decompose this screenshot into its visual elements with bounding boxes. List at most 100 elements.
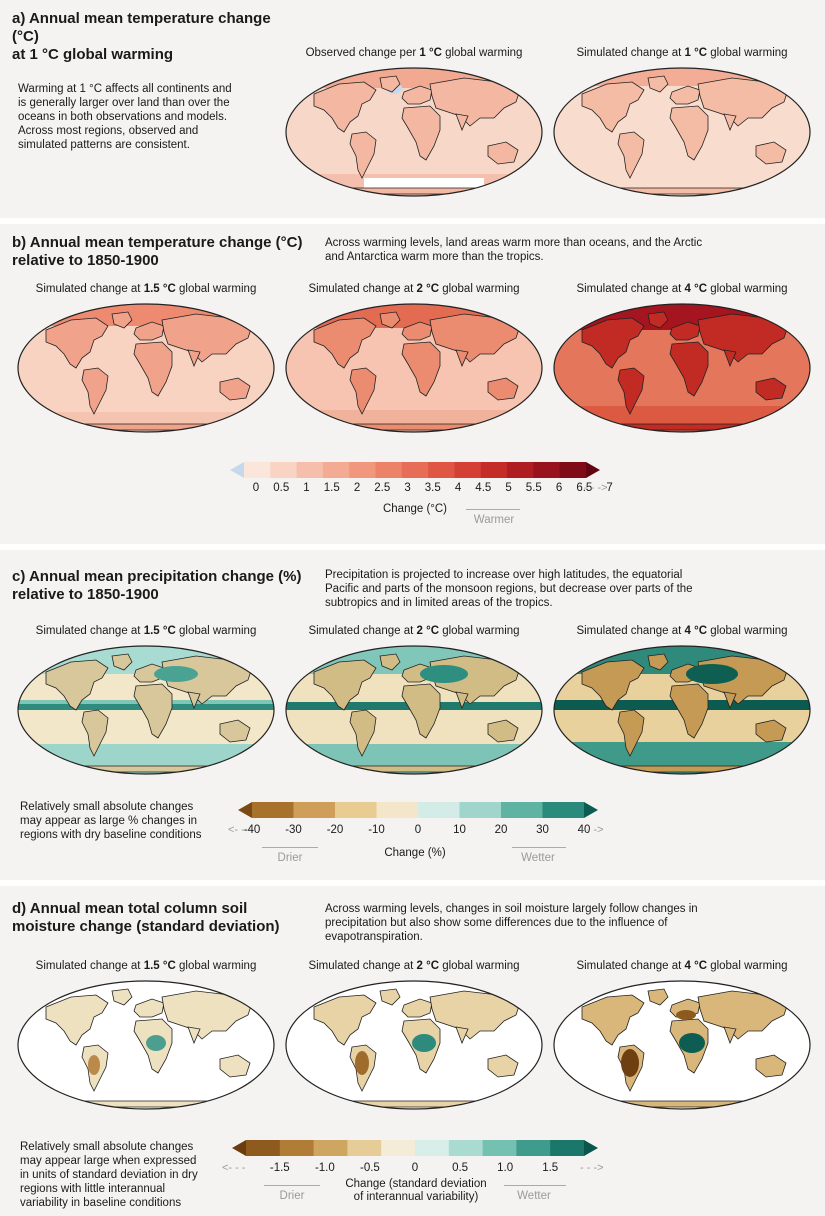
tick-label: 4.5 — [475, 482, 492, 494]
tick-label: 5 — [505, 482, 512, 494]
drier-label: Drier — [277, 852, 303, 864]
tick-label: 1.5 — [542, 1162, 559, 1174]
map-label-2c: Simulated change at 2 °C global warming — [308, 960, 520, 972]
soil-moisture-colorbar-segment — [313, 1140, 348, 1156]
precipitation-less-indicator: <- - - — [228, 824, 252, 836]
tick-label: 3 — [404, 482, 411, 494]
soil-moisture-colorbar-segment — [279, 1140, 315, 1156]
precipitation-colorbar — [238, 802, 598, 823]
separator — [0, 880, 825, 886]
temperature-colorbar-segment — [454, 462, 482, 478]
tick-label: 3.5 — [424, 482, 441, 494]
tick-label: 0 — [414, 824, 422, 836]
precipitation-colorbar-segment — [376, 802, 419, 818]
precipitation-colorbar-end-high — [584, 802, 598, 818]
map-temp-2c — [284, 302, 544, 434]
tick-label: 40 — [577, 824, 591, 836]
temperature-colorbar-segment — [480, 462, 508, 478]
drier-arrow — [264, 1185, 320, 1186]
tick-label: -20 — [326, 824, 344, 836]
tick-label: -0.5 — [360, 1162, 380, 1174]
wetter-label: Wetter — [521, 852, 555, 864]
tick-label: 6.5 — [576, 482, 593, 494]
precipitation-colorbar-segment — [542, 802, 585, 818]
temperature-colorbar — [230, 462, 600, 483]
map-label-1-5c: Simulated change at 1.5 °C global warmin… — [35, 960, 257, 972]
temperature-colorbar-end-high — [586, 462, 600, 478]
tick-label: 2 — [353, 482, 361, 494]
wetter-arrow — [504, 1185, 566, 1186]
panel-a-description: Warming at 1 °C affects all continents a… — [18, 83, 232, 151]
map-label-simulated-1: Simulated change at 1 °C global warming — [576, 47, 788, 59]
tick-label: -30 — [285, 824, 302, 836]
panel-d-title: d) Annual mean total column soil moisture… — [12, 900, 280, 935]
precipitation-colorbar-segment — [293, 802, 336, 818]
temperature-colorbar-segment — [533, 462, 561, 478]
soil-more-indicator: - - -> — [580, 1162, 604, 1174]
temperature-colorbar-segment — [401, 462, 429, 478]
map-temp-1-5c — [16, 302, 276, 434]
precipitation-colorbar-segment — [459, 802, 502, 818]
temperature-colorbar-segment — [322, 462, 350, 478]
map-precip-1-5c — [16, 644, 276, 776]
precipitation-colorbar-end-low — [238, 802, 252, 818]
precipitation-colorbar-segment — [418, 802, 460, 818]
map-temp-4c — [552, 302, 812, 434]
panel-c-title: c) Annual mean precipitation change (%) r… — [12, 568, 302, 603]
precipitation-colorbar-segment — [252, 802, 294, 818]
map-soil-2c — [284, 979, 544, 1111]
soil-moisture-colorbar — [232, 1140, 598, 1161]
tick-label: -10 — [368, 824, 385, 836]
soil-moisture-colorbar-end-high — [584, 1140, 598, 1156]
map-label-4c: Simulated change at 4 °C global warming — [576, 960, 788, 972]
soil-moisture-colorbar-segment — [550, 1140, 585, 1156]
tick-label: 0 — [411, 1162, 419, 1174]
tick-label: 7 — [606, 482, 613, 494]
tick-label: -1.5 — [269, 1162, 290, 1174]
map-precip-4c — [552, 644, 812, 776]
warmer-label: Warmer — [473, 514, 515, 526]
soil-moisture-colorbar-segment — [347, 1140, 382, 1156]
tick-label: 0 — [252, 482, 260, 494]
temperature-colorbar-segment — [270, 462, 298, 478]
precipitation-colorbar-segment — [501, 802, 543, 818]
panel-d: d) Annual mean total column soil moisture… — [0, 886, 825, 1216]
tick-label: 1 — [303, 482, 310, 494]
temperature-axis-label: Change (°C) — [382, 503, 448, 515]
temperature-colorbar-end-low — [230, 462, 244, 478]
precipitation-colorbar-segment — [335, 802, 377, 818]
drier-arrow — [262, 847, 318, 848]
panel-d-note: Relatively small absolute changes may app… — [20, 1141, 198, 1209]
tick-label: 20 — [494, 824, 508, 836]
tick-label: 30 — [536, 824, 549, 836]
panel-b-title: b) Annual mean temperature change (°C) re… — [12, 234, 303, 269]
panel-c-description: Precipitation is projected to increase o… — [325, 569, 693, 609]
temperature-tick-labels: 0 0.5 1 1.5 2 2.5 3 3.5 4 4.5 5 5.5 6 6.5 7 — [230, 482, 613, 498]
precipitation-tick-labels: -40 -30 -20 -10 0 10 20 30 40 — [238, 824, 598, 840]
map-simulated-1c — [552, 66, 812, 198]
map-label-1-5c: Simulated change at 1.5 °C global warmin… — [35, 283, 257, 295]
panel-a: a) Annual mean temperature change (°C) at… — [0, 0, 825, 218]
panel-d-description: Across warming levels, changes in soil m… — [325, 903, 698, 943]
soil-moisture-colorbar-segment — [516, 1140, 551, 1156]
map-soil-1-5c — [16, 979, 276, 1111]
tick-label: 1.5 — [323, 482, 340, 494]
panel-c: c) Annual mean precipitation change (%) r… — [0, 550, 825, 880]
map-label-4c: Simulated change at 4 °C global warming — [576, 283, 788, 295]
temperature-colorbar-segment — [349, 462, 377, 478]
map-label-4c: Simulated change at 4 °C global warming — [576, 625, 788, 637]
tick-label: 1.0 — [497, 1162, 514, 1174]
tick-label: 5.5 — [525, 482, 542, 494]
warmer-arrow — [466, 509, 520, 510]
temperature-colorbar-segment — [375, 462, 403, 478]
soil-moisture-tick-labels: -1.5 -1.0 -0.5 0 0.5 1.0 1.5 — [232, 1162, 598, 1178]
panel-b-description: Across warming levels, land areas warm m… — [325, 237, 703, 263]
panel-a-title: a) Annual mean temperature change (°C) at… — [12, 10, 271, 63]
wetter-label: Wetter — [517, 1190, 551, 1202]
map-label-observed: Observed change per 1 °C global warming — [305, 47, 523, 59]
tick-label: -1.0 — [314, 1162, 335, 1174]
precipitation-more-indicator: - - -> — [580, 824, 604, 836]
wetter-arrow — [512, 847, 566, 848]
soil-moisture-colorbar-segment — [246, 1140, 281, 1156]
